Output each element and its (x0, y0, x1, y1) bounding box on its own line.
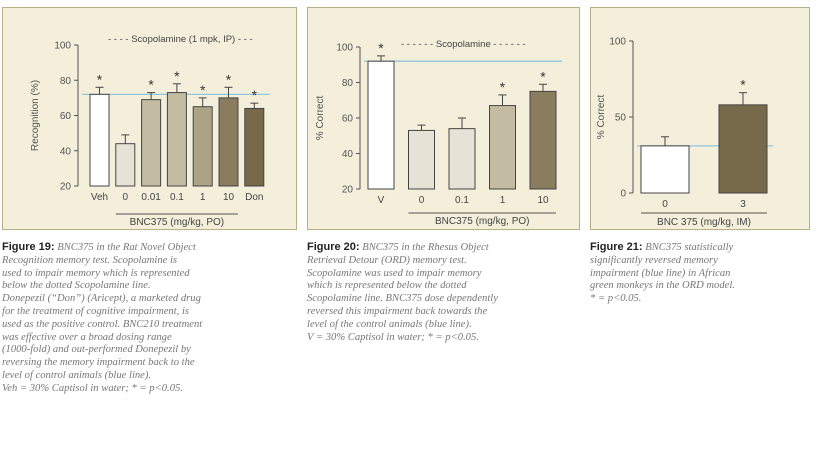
figure-19-panel: 20 40 60 80 100 Recognition (%) - - - - Scopol… (2, 7, 297, 230)
x-tick-label: 10 (537, 195, 549, 206)
bar (89, 93, 110, 187)
caption-line: Figure 21: BNC375 statistically (590, 241, 734, 253)
caption-line: (1000-fold) and out-performed Donepezil … (2, 344, 191, 356)
caption-line: Scopolamine line. BNC375 dose dependentl… (307, 293, 498, 305)
y-tick-label: 60 (60, 111, 72, 122)
x-tick-label: 0.1 (455, 195, 469, 206)
significance-star: * (540, 68, 546, 84)
bar (640, 145, 690, 194)
caption-line: level of control animals (blue line). (2, 369, 152, 381)
x-tick-label: 0 (419, 195, 425, 206)
figure-21-label: Figure 21: (590, 241, 643, 253)
figure-19-label: Figure 19: (2, 241, 55, 253)
scopolamine-legend: - - - - Scopolamine (1 mpk, IP) - - - (108, 34, 253, 45)
figure-20-panel: 20 40 60 80 100% Correct - - - - - - Scopolam… (307, 7, 580, 230)
significance-star: * (378, 40, 384, 56)
significance-star: * (740, 77, 746, 93)
caption-line: used to impair memory which is represent… (2, 267, 190, 279)
caption-line: reversed this impairment back towards th… (307, 305, 488, 317)
y-tick-label: 40 (60, 146, 72, 157)
caption-line: Figure 20: BNC375 in the Rhesus Object (307, 241, 489, 253)
bar (141, 99, 162, 187)
significance-star: * (97, 71, 103, 87)
bar (448, 128, 476, 190)
x-tick-label: 3 (740, 199, 746, 210)
bar (408, 129, 435, 190)
x-axis-label: BNC 375 (mg/kg, IM) (657, 217, 751, 228)
x-axis-label: BNC375 (mg/kg, PO) (435, 216, 529, 227)
bar (218, 97, 239, 187)
caption-line: level of the control animals (blue line)… (307, 318, 472, 330)
caption-line: used as the positive control. BNC210 tre… (2, 318, 203, 330)
x-tick-label: 0 (123, 192, 129, 203)
significance-star: * (200, 82, 206, 98)
caption-line: Retrieval Detour (ORD) memory test. (307, 254, 467, 266)
y-tick-label: 50 (615, 113, 627, 124)
figure-20-label: Figure 20: (307, 241, 360, 253)
x-axis-label: BNC375 (mg/kg, PO) (130, 217, 224, 228)
caption-line: green monkeys in the ORD model. (590, 280, 735, 292)
scopolamine-legend: - - - - - - Scopolamine - - - - - - (401, 39, 526, 50)
figure-21-panel: 0 50 100 % Correct 0 * 3 BNC 375 (mg/kg, IM) (590, 7, 810, 230)
caption-line: V = 30% Captisol in water; * = p<0.05. (307, 331, 479, 343)
caption-line: reversing the memory impairment back to … (2, 357, 195, 369)
x-tick-label: Veh (91, 192, 108, 203)
bar (367, 60, 395, 190)
figure-20-caption: Figure 20: BNC375 in the Rhesus Object R… (307, 241, 587, 344)
y-tick-label: 20 (60, 182, 72, 193)
significance-star: * (148, 77, 154, 93)
y-tick-label: 60 (342, 114, 354, 125)
bar (718, 104, 768, 194)
x-tick-label: 10 (223, 192, 235, 203)
bar (192, 106, 213, 187)
caption-line: Donepezil (“Don”) (Aricept), a marketed … (2, 293, 201, 305)
x-tick-label: V (378, 195, 385, 206)
significance-star: * (252, 87, 258, 103)
significance-star: * (226, 71, 232, 87)
significance-star: * (174, 68, 180, 84)
figure-21-chart: 0 50 100 % Correct 0 * 3 BNC 375 (mg/kg, IM) (596, 37, 773, 228)
caption-line: * = p<0.05. (590, 293, 642, 305)
figure-19-caption: Figure 19: BNC375 in the Rat Novel Objec… (2, 241, 302, 396)
x-tick-label: 0 (662, 199, 668, 210)
caption-line: Scopolamine was used to impair memory (307, 267, 482, 279)
caption-line: which is represented below the dotted (307, 280, 467, 292)
y-tick-label: 100 (54, 41, 71, 52)
caption-line: for the treatment of cognitive impairmen… (2, 305, 190, 317)
x-tick-label: 0.01 (141, 192, 161, 203)
y-tick-label: 80 (342, 78, 354, 89)
caption-line: significantly reversed memory (590, 254, 718, 266)
y-tick-label: 20 (342, 185, 354, 196)
y-axis-label: % Correct (315, 96, 326, 141)
significance-star: * (500, 79, 506, 95)
caption-line: Veh = 30% Captisol in water; * = p<0.05. (2, 382, 183, 394)
bar (115, 143, 136, 187)
bar (529, 90, 557, 190)
x-tick-label: 0.1 (170, 192, 184, 203)
caption-line: below the dotted Scopolamine line. (2, 280, 151, 292)
caption-line: impairment (blue line) in African (590, 267, 731, 279)
figure-21-caption: Figure 21: BNC375 statistically signific… (590, 241, 815, 306)
bar (166, 92, 187, 187)
y-axis-label: % Correct (596, 95, 607, 140)
bar (244, 107, 265, 187)
caption-line: was effective over a broad dosing range (2, 331, 172, 343)
bar (489, 105, 516, 190)
x-tick-label: 1 (500, 195, 506, 206)
y-tick-label: 80 (60, 76, 72, 87)
y-tick-label: 0 (620, 189, 626, 200)
y-axis-label: Recognition (%) (30, 80, 41, 151)
x-tick-label: 1 (200, 192, 206, 203)
caption-line: Figure 19: BNC375 in the Rat Novel Objec… (2, 241, 196, 253)
y-tick-label: 100 (336, 43, 353, 54)
y-tick-label: 100 (609, 37, 626, 48)
y-tick-label: 40 (342, 149, 354, 160)
caption-line: Recognition memory test. Scopolamine is (2, 254, 178, 266)
x-tick-label: Don (245, 192, 263, 203)
